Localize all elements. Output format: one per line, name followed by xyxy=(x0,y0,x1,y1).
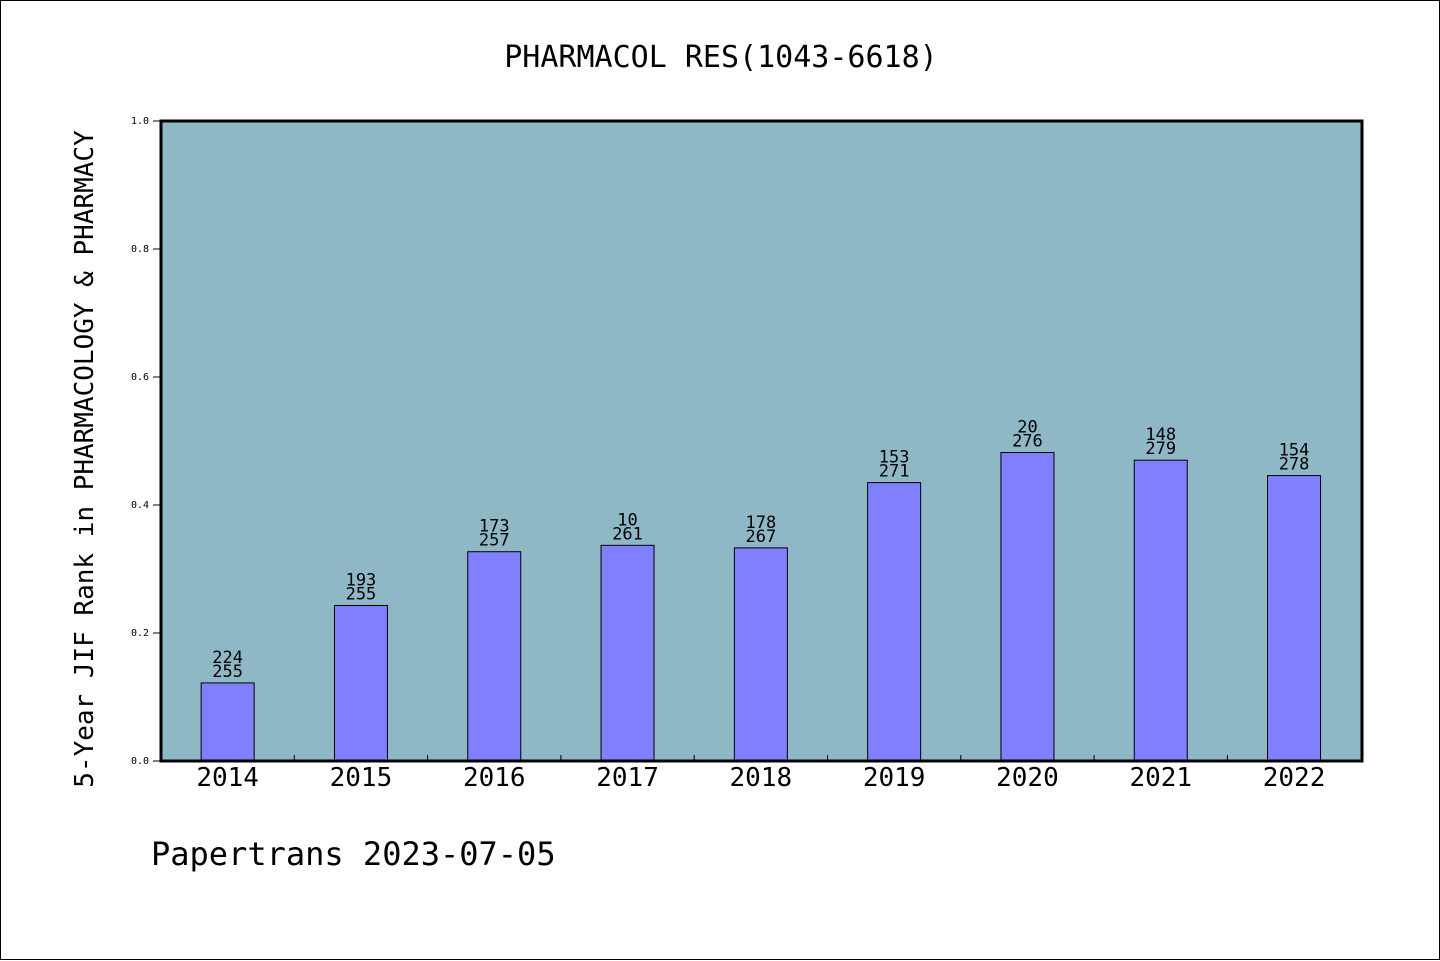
footer-credit: Papertrans 2023-07-05 xyxy=(151,835,556,873)
x-tick-label: 2020 xyxy=(996,763,1059,793)
bar xyxy=(1000,452,1055,762)
bar-total-label: 279 xyxy=(1145,439,1176,459)
bar-total-label: 267 xyxy=(745,527,776,547)
y-tick-label: 0.2 xyxy=(131,628,149,639)
bar-rank-label: 20 xyxy=(1017,418,1037,438)
y-axis-label: 5-Year JIF Rank in PHARMACOLOGY & PHARMA… xyxy=(70,130,100,788)
bar-total-label: 261 xyxy=(612,524,643,544)
bar xyxy=(333,604,388,762)
bars xyxy=(200,452,1322,762)
y-tick-label: 0.6 xyxy=(131,372,149,383)
bar xyxy=(467,551,522,762)
bar-labels: 2242551932551732571026117826715327120276… xyxy=(212,418,1309,682)
x-tick-label: 2014 xyxy=(196,763,259,793)
chart-title: PHARMACOL RES(1043-6618) xyxy=(504,40,937,75)
x-tick-label: 2019 xyxy=(863,763,926,793)
bar-total-label: 255 xyxy=(212,662,243,682)
x-tick-label: 2021 xyxy=(1129,763,1192,793)
x-tick-label: 2018 xyxy=(730,763,793,793)
bar-rank-label: 178 xyxy=(745,513,776,533)
x-tick-label: 2022 xyxy=(1263,763,1326,793)
bar xyxy=(200,682,255,762)
x-tick-label: 2017 xyxy=(596,763,659,793)
bar xyxy=(600,544,655,762)
bar xyxy=(733,547,788,762)
y-tick-label: 0.0 xyxy=(131,756,149,767)
bar xyxy=(1267,475,1322,762)
bar-rank-label: 154 xyxy=(1279,441,1310,461)
bar-rank-label: 153 xyxy=(879,448,910,468)
y-tick-label: 0.8 xyxy=(131,244,149,255)
x-axis-ticks: 2014 2015 2016 2017 2018 2019 2020 2021 2022 xyxy=(196,755,1325,793)
plot-border xyxy=(159,119,1364,763)
bar-rank-label: 193 xyxy=(346,570,377,590)
y-tick-label: 1.0 xyxy=(131,116,149,127)
bar-rank-label: 224 xyxy=(212,648,243,668)
x-tick-label: 2016 xyxy=(463,763,526,793)
bar-total-label: 276 xyxy=(1012,432,1043,452)
y-tick-label: 0.4 xyxy=(131,500,149,511)
y-axis-ticks: 0.0 0.2 0.4 0.6 0.8 1.0 xyxy=(131,116,161,767)
bar xyxy=(867,482,922,762)
bar xyxy=(1133,459,1188,762)
bar-total-label: 255 xyxy=(346,584,377,604)
bar-rank-label: 10 xyxy=(617,510,637,530)
bar-total-label: 278 xyxy=(1279,455,1310,475)
bar-rank-label: 173 xyxy=(479,517,510,537)
bar-total-label: 257 xyxy=(479,531,510,551)
bar-rank-label: 148 xyxy=(1145,425,1176,445)
x-tick-label: 2015 xyxy=(330,763,393,793)
bar-total-label: 271 xyxy=(879,462,910,482)
